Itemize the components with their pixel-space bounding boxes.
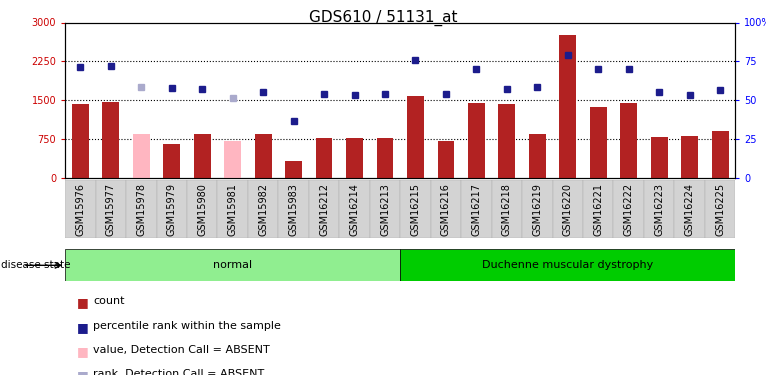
Bar bbox=[552, 180, 583, 238]
Bar bbox=[194, 134, 211, 178]
Text: GSM16224: GSM16224 bbox=[685, 183, 695, 236]
Bar bbox=[96, 180, 126, 238]
Bar bbox=[156, 180, 187, 238]
Text: ■: ■ bbox=[77, 369, 88, 375]
Text: ■: ■ bbox=[77, 321, 88, 334]
Text: disease state: disease state bbox=[1, 260, 70, 270]
Text: GSM16214: GSM16214 bbox=[349, 183, 359, 236]
Text: GSM16215: GSM16215 bbox=[411, 183, 421, 236]
Bar bbox=[499, 104, 516, 178]
Text: GSM16223: GSM16223 bbox=[654, 183, 664, 236]
Bar bbox=[65, 249, 401, 281]
Bar bbox=[72, 104, 89, 178]
Text: GSM15978: GSM15978 bbox=[136, 183, 146, 236]
Text: count: count bbox=[93, 296, 125, 306]
Bar bbox=[492, 180, 522, 238]
Text: GSM16213: GSM16213 bbox=[380, 183, 390, 236]
Text: Duchenne muscular dystrophy: Duchenne muscular dystrophy bbox=[482, 260, 653, 270]
Bar bbox=[468, 103, 485, 178]
Text: GSM15976: GSM15976 bbox=[75, 183, 85, 236]
Text: GSM16212: GSM16212 bbox=[319, 183, 329, 236]
Bar bbox=[309, 180, 339, 238]
Bar bbox=[126, 180, 156, 238]
Bar bbox=[590, 106, 607, 178]
Bar bbox=[583, 180, 614, 238]
Bar bbox=[377, 138, 394, 178]
Bar bbox=[133, 134, 149, 178]
Bar bbox=[651, 137, 668, 178]
Text: GSM16219: GSM16219 bbox=[532, 183, 542, 236]
Text: GDS610 / 51131_at: GDS610 / 51131_at bbox=[309, 9, 457, 26]
Bar bbox=[401, 249, 735, 281]
Text: GSM15979: GSM15979 bbox=[167, 183, 177, 236]
Text: ■: ■ bbox=[77, 345, 88, 358]
Bar bbox=[224, 141, 241, 178]
Text: GSM15981: GSM15981 bbox=[228, 183, 237, 236]
Bar bbox=[712, 132, 728, 178]
Text: GSM16220: GSM16220 bbox=[563, 183, 573, 236]
Bar bbox=[681, 136, 698, 178]
Text: GSM16217: GSM16217 bbox=[471, 183, 481, 236]
Bar bbox=[316, 138, 332, 178]
Bar bbox=[248, 180, 278, 238]
Bar bbox=[559, 36, 576, 178]
Bar bbox=[255, 134, 271, 178]
Text: percentile rank within the sample: percentile rank within the sample bbox=[93, 321, 281, 331]
Bar bbox=[278, 180, 309, 238]
Text: GSM15980: GSM15980 bbox=[197, 183, 208, 236]
Bar bbox=[620, 103, 637, 178]
Bar bbox=[437, 141, 454, 178]
Text: GSM15983: GSM15983 bbox=[289, 183, 299, 236]
Text: rank, Detection Call = ABSENT: rank, Detection Call = ABSENT bbox=[93, 369, 265, 375]
Bar bbox=[218, 180, 248, 238]
Bar bbox=[103, 102, 119, 178]
Text: GSM16218: GSM16218 bbox=[502, 183, 512, 236]
Bar bbox=[430, 180, 461, 238]
Text: GSM15982: GSM15982 bbox=[258, 183, 268, 236]
Bar bbox=[346, 138, 363, 178]
Text: value, Detection Call = ABSENT: value, Detection Call = ABSENT bbox=[93, 345, 270, 355]
Bar bbox=[407, 96, 424, 178]
Text: normal: normal bbox=[213, 260, 252, 270]
Text: ■: ■ bbox=[77, 296, 88, 309]
Text: GSM16216: GSM16216 bbox=[441, 183, 451, 236]
Text: GSM16225: GSM16225 bbox=[715, 183, 725, 236]
Bar bbox=[285, 161, 302, 178]
Bar bbox=[187, 180, 218, 238]
Bar bbox=[163, 144, 180, 178]
Bar bbox=[614, 180, 644, 238]
Bar bbox=[644, 180, 674, 238]
Text: GSM16222: GSM16222 bbox=[624, 183, 633, 236]
Bar bbox=[339, 180, 370, 238]
Bar bbox=[401, 180, 430, 238]
Bar bbox=[529, 134, 545, 178]
Bar bbox=[461, 180, 492, 238]
Bar bbox=[370, 180, 401, 238]
Bar bbox=[522, 180, 552, 238]
Text: GSM15977: GSM15977 bbox=[106, 183, 116, 236]
Bar bbox=[674, 180, 705, 238]
Bar bbox=[65, 180, 96, 238]
Text: GSM16221: GSM16221 bbox=[593, 183, 604, 236]
Bar bbox=[705, 180, 735, 238]
